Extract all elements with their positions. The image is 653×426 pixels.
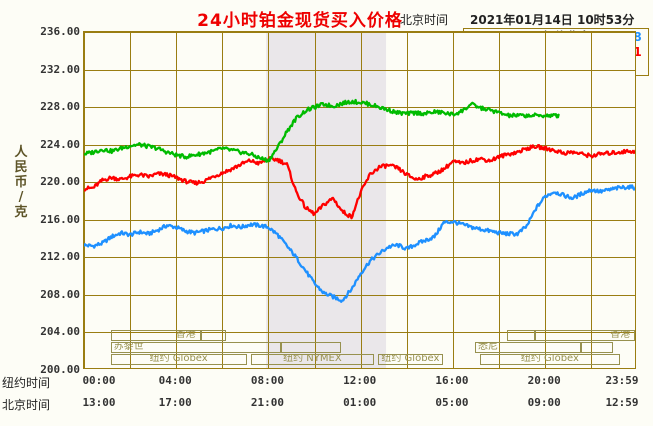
y-axis-title-char: / <box>18 190 24 205</box>
y-axis-tick-label: 220.00 <box>40 175 80 189</box>
session-bar <box>581 342 614 353</box>
page-title: 24小时铂金现货买入价格 <box>197 11 403 31</box>
series-line <box>84 98 560 163</box>
chart-svg <box>84 32 635 368</box>
x-axis-row2-label: 北京时间 <box>2 398 51 412</box>
x-axis-beijing-tick: 21:00 <box>250 396 285 409</box>
x-axis-beijing-tick: 12:59 <box>605 396 639 409</box>
x-axis-beijing-tick: 13:00 <box>82 396 116 409</box>
x-axis-ny-tick: 00:00 <box>82 374 116 387</box>
session-bar-label: 香港 <box>175 330 196 340</box>
session-bar: 纽约 Globex <box>110 354 247 365</box>
x-axis-ny-tick: 08:00 <box>250 374 285 387</box>
session-bar <box>507 330 535 341</box>
nymex-session-shading <box>266 32 387 368</box>
x-axis-ny-tick: 16:00 <box>435 374 469 387</box>
y-axis-ticks: 236.00 232.00 228.00 224.00 220.00 216.00 212.… <box>18 0 80 426</box>
session-bar: 苏黎世 <box>110 342 282 353</box>
y-axis-tick-label: 236.00 <box>40 25 80 38</box>
session-bar: 香港 <box>110 330 201 341</box>
y-axis-title-char: 人 <box>14 145 28 160</box>
session-bar: 纽约 Globex <box>378 354 443 365</box>
series-line <box>84 144 635 220</box>
session-bar-label: 纽约 Globex <box>520 354 579 364</box>
session-bar-label: 悉尼 <box>477 342 498 352</box>
x-axis-beijing-tick: 17:00 <box>158 396 192 409</box>
x-axis-ny-tick: 12:00 <box>343 374 377 387</box>
x-axis-ny-tick: 23:59 <box>605 374 639 387</box>
session-bar-label <box>282 343 284 352</box>
plot-area <box>83 31 636 369</box>
y-axis-tick-label: 212.00 <box>40 250 80 264</box>
x-axis-beijing-tick: 09:00 <box>527 396 561 409</box>
session-bar <box>281 342 342 353</box>
y-axis-tick-label: 216.00 <box>40 212 80 226</box>
trading-session-bars: 香港 香港苏黎世 悉尼纽约 Globex 纽约 NYMEX 纽约 Globex 纽约 Gl… <box>83 330 636 369</box>
beijing-time-value: 2021年01月14日 10时53分 <box>470 13 635 27</box>
x-axis-ny-tick: 20:00 <box>527 374 561 387</box>
session-bar-label: 苏黎世 <box>113 342 144 352</box>
session-bar: 纽约 Globex <box>479 354 621 365</box>
series-line <box>84 184 635 303</box>
session-bar-label: 香港 <box>610 330 631 340</box>
session-bar: 悉尼 <box>474 342 582 353</box>
session-bar-label: 纽约 Globex <box>149 354 208 364</box>
x-axis-beijing-tick: 01:00 <box>343 396 377 409</box>
session-bar-label: 纽约 NYMEX <box>283 354 342 364</box>
session-bar <box>200 330 226 341</box>
y-axis-title-char: 克 <box>14 205 28 220</box>
session-bar-label <box>202 331 204 340</box>
y-axis-tick-label: 232.00 <box>40 62 80 76</box>
y-axis-title: 人民币 / 克 <box>10 145 32 220</box>
y-axis-tick-label: 204.00 <box>40 325 80 339</box>
y-axis-title-char: 币 <box>14 175 28 190</box>
session-bar: 香港 <box>534 330 636 341</box>
beijing-time-label: 北京时间 <box>400 13 449 27</box>
x-axis-beijing-tick: 05:00 <box>435 396 469 409</box>
session-bar-label: 纽约 Globex <box>381 354 440 364</box>
y-axis-tick-label: 224.00 <box>40 137 80 151</box>
y-axis-tick-label: 200.00 <box>40 363 80 376</box>
session-bar-label <box>508 331 510 340</box>
y-axis-title-char: 民 <box>14 160 28 175</box>
x-axis-ny-tick: 04:00 <box>158 374 192 387</box>
y-axis-tick-label: 208.00 <box>40 287 80 301</box>
session-bar: 纽约 NYMEX <box>251 354 374 365</box>
x-axis-row1-label: 纽约时间 <box>2 376 51 390</box>
x-axis: 纽约时间 北京时间 00:00 04:00 08:00 12:00 16:00 20:00… <box>0 372 653 422</box>
session-bar-label <box>582 343 584 352</box>
y-axis-tick-label: 228.00 <box>40 100 80 114</box>
